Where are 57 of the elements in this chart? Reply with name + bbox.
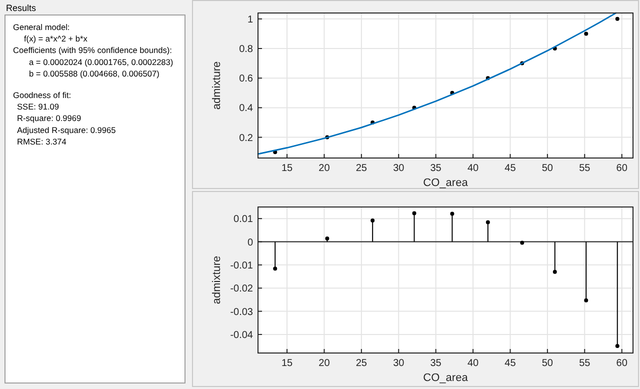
x-tick-label: 45 <box>504 358 516 369</box>
y-axis-title: admixture <box>211 256 223 304</box>
y-tick-label: -0.01 <box>230 260 254 272</box>
x-tick-label: 25 <box>356 163 368 174</box>
y-tick-label: 0.8 <box>239 44 254 56</box>
point <box>584 298 588 302</box>
text: f(x) = a*x^2 + b*x <box>24 34 88 44</box>
text: R-square: 0.9969 <box>17 113 82 124</box>
y-axis-title: admixture <box>211 61 223 110</box>
y-tick-label: 0.6 <box>239 74 254 85</box>
point <box>370 218 375 222</box>
x-tick-label: 55 <box>579 163 591 174</box>
text: General model: <box>13 22 70 32</box>
text: RMSE: 3.374 <box>17 136 67 146</box>
y-tick-label: -0.02 <box>230 284 254 295</box>
x-tick-label: 15 <box>281 358 294 369</box>
line-series <box>257 12 617 155</box>
point <box>273 266 278 271</box>
text: Results <box>6 3 37 13</box>
point <box>450 212 454 216</box>
x-tick-label: 30 <box>393 358 405 369</box>
x-tick-label: 35 <box>430 358 442 369</box>
point <box>486 220 490 224</box>
text: Coefficients (with 95% confidence bounds): <box>13 45 172 56</box>
text: a = 0.0002024 (0.0001765, 0.0002283) <box>29 56 174 67</box>
point <box>584 32 588 36</box>
text: b = 0.005588 (0.004668, 0.006507) <box>29 68 160 78</box>
x-axis-title: CO_area <box>423 372 469 384</box>
y-tick-label: 1 <box>247 14 254 26</box>
x-tick-label: 20 <box>318 358 330 369</box>
text: Goodness of fit: <box>13 90 72 100</box>
x-tick-label: 60 <box>616 163 628 174</box>
x-tick-label: 50 <box>542 163 554 174</box>
y-tick-label: -0.04 <box>230 330 254 341</box>
x-tick-label: 15 <box>281 163 294 174</box>
text: SSE: 91.09 <box>17 102 60 112</box>
y-tick-label: 0 <box>247 237 254 248</box>
point <box>615 16 620 21</box>
x-tick-label: 50 <box>542 358 554 369</box>
y-tick-label: -0.03 <box>230 306 254 318</box>
x-tick-label: 60 <box>616 358 628 369</box>
x-axis-title: CO_area <box>423 177 469 189</box>
y-tick-label: 0.4 <box>239 103 254 114</box>
x-tick-label: 20 <box>318 163 330 174</box>
point <box>615 344 620 348</box>
point <box>412 211 416 216</box>
text: Adjusted R-square: 0.9965 <box>17 124 116 135</box>
x-tick-label: 55 <box>579 358 591 369</box>
point <box>552 270 557 274</box>
x-tick-label: 35 <box>430 163 442 174</box>
y-tick-label: 0.01 <box>234 214 254 226</box>
x-tick-label: 25 <box>356 358 368 369</box>
x-tick-label: 30 <box>393 163 405 174</box>
x-tick-label: 40 <box>467 358 480 369</box>
y-tick-label: 0.2 <box>239 132 254 144</box>
x-tick-label: 40 <box>467 163 480 174</box>
x-tick-label: 45 <box>504 163 516 174</box>
